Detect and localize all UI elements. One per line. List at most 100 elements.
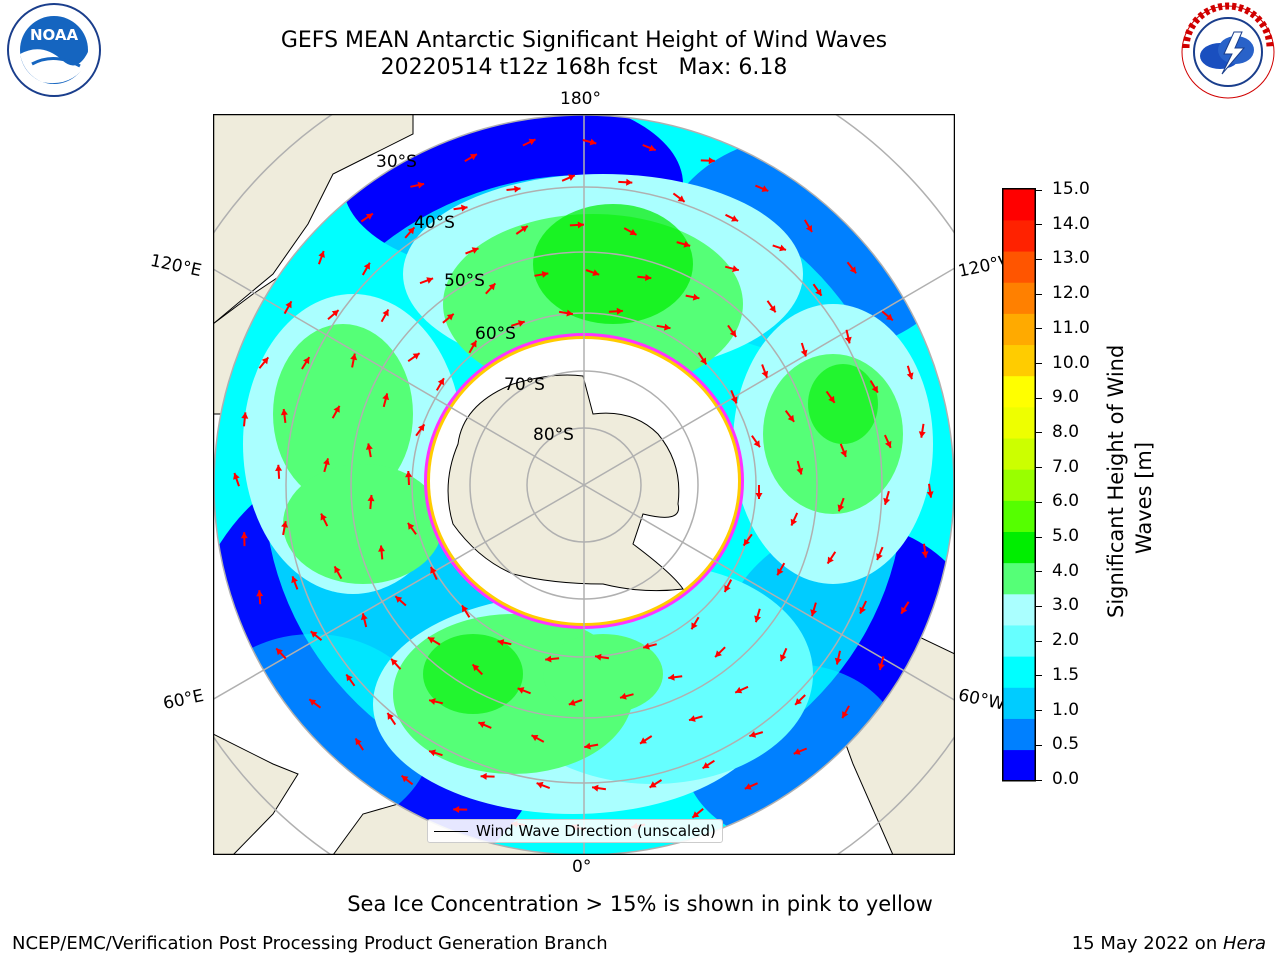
wave-direction-arrow — [380, 309, 390, 323]
wave-direction-arrow — [690, 616, 700, 630]
wave-direction-arrow — [844, 329, 852, 344]
wave-direction-arrow — [327, 309, 340, 320]
wave-direction-arrow — [333, 565, 343, 580]
wave-direction-arrow — [360, 613, 368, 628]
wave-direction-arrow — [367, 494, 375, 510]
wave-direction-arrow — [676, 240, 691, 248]
colorbar-cell — [1002, 406, 1036, 439]
wave-direction-arrow — [639, 735, 653, 745]
wave-direction-arrow — [240, 532, 248, 547]
colorbar-tick-mark — [1036, 675, 1042, 677]
wave-direction-arrow — [382, 393, 390, 408]
wave-direction-arrow — [723, 579, 733, 593]
colorbar-tick-mark — [1036, 363, 1042, 365]
wave-direction-arrow — [256, 590, 264, 605]
colorbar-tick-label: 10.0 — [1052, 352, 1090, 373]
wave-direction-arrow — [810, 602, 817, 617]
colorbar-tick-mark — [1036, 293, 1042, 295]
wave-direction-arrow — [668, 673, 683, 681]
footer-right: 15 May 2022 on Hera — [1072, 933, 1266, 954]
wave-direction-arrow — [582, 138, 597, 146]
wave-direction-arrow — [800, 342, 808, 357]
colorbar-tick-mark — [1036, 501, 1042, 503]
wave-direction-arrow — [742, 533, 753, 547]
wave-direction-arrow — [407, 352, 421, 363]
wave-direction-arrow — [685, 293, 700, 301]
lon-label-60w: 60°W — [956, 685, 1007, 715]
wave-direction-arrow — [921, 543, 929, 558]
colorbar-cell — [1002, 251, 1036, 283]
wave-direction-arrow — [275, 647, 287, 660]
wave-direction-arrow — [415, 423, 426, 437]
colorbar-cell — [1002, 593, 1036, 626]
wave-direction-arrow — [410, 181, 425, 189]
wave-direction-arrow — [761, 364, 769, 378]
colorbar-title: Significant Height of Wind Waves [m] — [1102, 345, 1158, 618]
wave-direction-arrow — [776, 562, 786, 576]
wave-direction-arrow — [480, 772, 495, 780]
colorbar-cell — [1002, 531, 1036, 564]
wave-direction-arrow — [485, 282, 497, 295]
wave-direction-arrow — [619, 692, 634, 700]
wave-direction-arrow — [734, 685, 749, 694]
noaa-logo: NOAA — [7, 3, 101, 97]
wave-direction-arrow — [796, 460, 804, 475]
colorbar-tick-mark — [1036, 397, 1042, 399]
wave-direction-arrow — [310, 630, 323, 641]
chart-subtitle: 20220514 t12z 168h fcst Max: 6.18 — [380, 55, 788, 80]
lat-label-70s: 70°S — [504, 375, 545, 395]
wave-direction-arrow — [727, 324, 737, 338]
wave-direction-arrow — [331, 405, 341, 419]
graticule — [213, 114, 955, 855]
wave-direction-arrow — [749, 731, 764, 738]
wave-direction-arrow — [404, 226, 416, 239]
colorbar-cell — [1002, 313, 1036, 346]
wave-direction-arrow — [584, 742, 599, 750]
colorbar-tick-mark — [1036, 258, 1042, 260]
wave-direction-arrow — [906, 365, 914, 380]
colorbar-cell — [1002, 500, 1036, 532]
colorbar-tick-mark — [1036, 189, 1042, 191]
wave-direction-arrow — [515, 225, 529, 235]
wave-direction-arrow — [283, 300, 293, 315]
sea-ice-caption: Sea Ice Concentration > 15% is shown in … — [347, 892, 933, 916]
wave-direction-arrow — [725, 213, 739, 222]
wave-direction-arrow — [405, 470, 413, 486]
wave-direction-arrow — [881, 310, 894, 322]
wave-direction-arrow — [522, 138, 536, 147]
wave-direction-arrow — [478, 721, 492, 729]
wave-direction-arrow — [419, 277, 434, 285]
wave-direction-arrow — [672, 192, 686, 203]
colorbar-tick-label: 1.5 — [1052, 664, 1080, 685]
wave-direction-arrow — [594, 653, 610, 661]
lon-label-60e: 60°E — [161, 685, 206, 715]
wave-direction-arrow — [618, 178, 633, 186]
lat-label-60s: 60°S — [475, 324, 516, 344]
wave-direction-arrow — [465, 247, 479, 255]
wave-direction-arrow — [688, 715, 703, 722]
polar-map — [213, 114, 955, 855]
wave-direction-arrow — [834, 650, 842, 665]
colorbar-cell — [1002, 718, 1036, 751]
wave-direction-arrow — [442, 313, 455, 324]
wave-direction-arrow — [656, 323, 671, 331]
wave-direction-arrow — [772, 244, 787, 252]
wave-direction-arrow — [453, 204, 468, 212]
wave-direction-arrow — [350, 353, 358, 368]
wave-direction-arrow — [241, 412, 249, 427]
wave-direction-arrow — [354, 737, 365, 751]
wave-direction-arrow — [360, 212, 374, 223]
lat-label-30s: 30°S — [376, 152, 417, 172]
lon-label-180: 180° — [560, 89, 601, 109]
wave-direction-arrow — [784, 410, 795, 423]
wave-direction-arrow — [697, 352, 708, 365]
wave-direction-arrow — [400, 774, 414, 786]
wave-direction-arrow — [568, 699, 583, 706]
colorbar-cell — [1002, 219, 1036, 252]
wave-direction-arrow — [825, 390, 836, 404]
wave-direction-arrow — [779, 647, 788, 662]
wave-direction-arrow — [883, 434, 892, 449]
colorbar-tick-label: 8.0 — [1052, 421, 1080, 442]
colorbar-cell — [1002, 749, 1036, 782]
colorbar-cell — [1002, 344, 1036, 377]
